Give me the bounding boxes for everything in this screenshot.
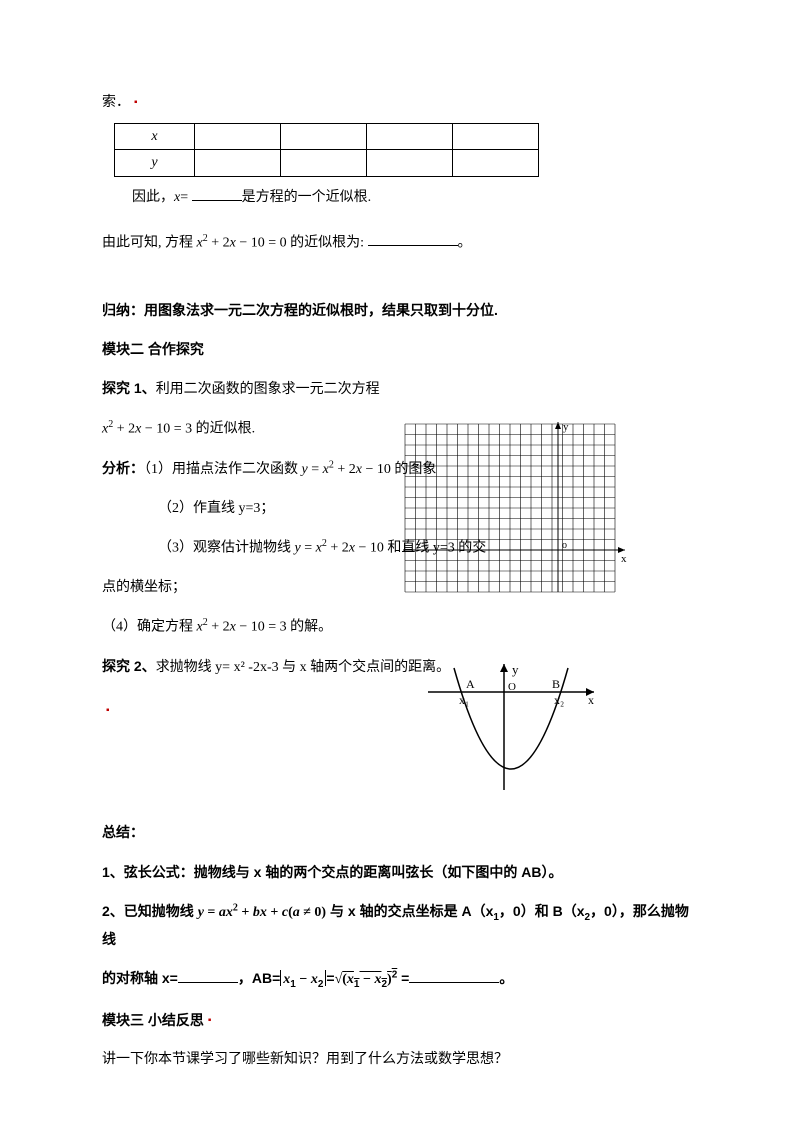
grid-figure: x y o: [403, 420, 628, 604]
summary-item2: 2、已知抛物线 y = ax2 + bx + c(a ≠ 0) 与 x 轴的交点…: [102, 899, 698, 952]
xy-table: x y: [114, 123, 539, 176]
guina: 归纳：用图象法求一元二次方程的近似根时，结果只取到十分位.: [102, 298, 698, 323]
known-line: 由此可知, 方程 x2 + 2x − 10 = 0 的近似根为: 。: [102, 230, 698, 256]
analysis-step4: （4）确定方程 x2 + 2x − 10 = 3 的解。: [102, 614, 698, 640]
svg-text:y: y: [512, 662, 519, 677]
cell-x: x: [115, 124, 195, 150]
summary-title: 总结：: [102, 820, 698, 845]
cell-y: y: [115, 150, 195, 176]
svg-text:B: B: [552, 677, 560, 691]
explore2-line: 探究 2、求抛物线 y= x² -2x-3 与 x 轴两个交点间的距离。: [102, 654, 482, 680]
explore1-line: 探究 1、利用二次函数的图象求一元二次方程: [102, 376, 482, 402]
summary-item1: 1、弦长公式：抛物线与 x 轴的两个交点的距离叫弦长（如下图中的 AB）。: [102, 860, 698, 885]
final-question: 讲一下你本节课学习了哪些新知识？用到了什么方法或数学思想？: [102, 1047, 698, 1072]
svg-text:A: A: [466, 677, 475, 691]
svg-text:o: o: [562, 540, 567, 551]
module3-title: 模块三 小结反思▪: [102, 1008, 698, 1033]
svg-text:O: O: [508, 681, 516, 693]
therefore-line: 因此，x= 是方程的一个近似根.: [132, 185, 698, 210]
parabola-figure: y A B x₁ x₂ O x: [426, 660, 598, 804]
text-suo: 索．▪: [102, 90, 698, 115]
svg-text:x₂: x₂: [554, 693, 564, 707]
module2-title: 模块二 合作探究: [102, 337, 698, 362]
summary-line2: 的对称轴 x=，AB=x1 − x2=√(x1 − x2)2 =。: [102, 966, 698, 994]
table-row: y: [115, 150, 539, 176]
table-row: x: [115, 124, 539, 150]
svg-text:x₁: x₁: [459, 693, 469, 707]
svg-text:x: x: [588, 693, 594, 707]
svg-text:y: y: [563, 421, 569, 433]
svg-text:x: x: [621, 553, 627, 565]
